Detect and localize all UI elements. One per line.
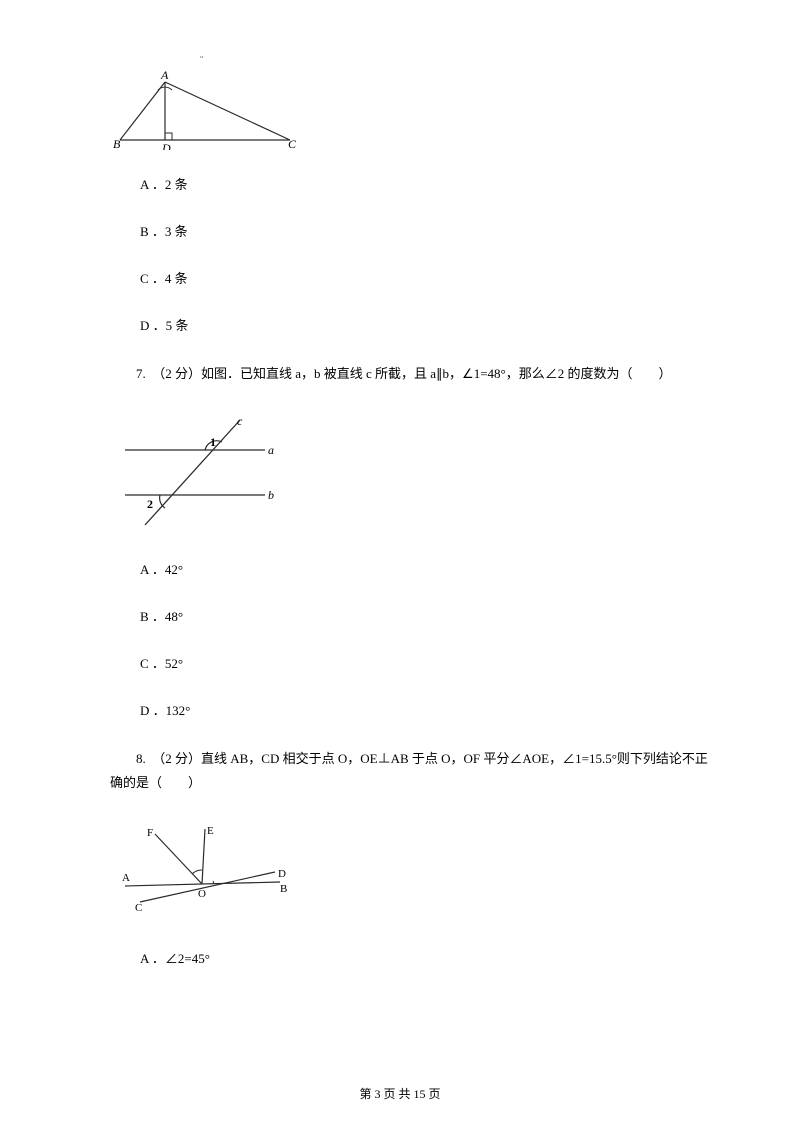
label-B: B bbox=[280, 883, 287, 895]
label-E: E bbox=[207, 825, 214, 837]
label-A: A bbox=[160, 70, 169, 82]
label-angle2: 2 bbox=[147, 497, 153, 511]
q8-text: 8. （2 分）直线 AB，CD 相交于点 O，OE⊥AB 于点 O，OF 平分… bbox=[110, 747, 720, 796]
q7-text: 7. （2 分）如图．已知直线 a，b 被直线 c 所截，且 a∥b，∠1=48… bbox=[110, 362, 720, 387]
label-F: F bbox=[147, 827, 153, 839]
label-angle1: 1 bbox=[210, 435, 216, 449]
q6-option-d: D ．5 条 bbox=[140, 315, 720, 334]
label-O: O bbox=[198, 888, 206, 900]
label-B: B bbox=[113, 137, 121, 150]
page-content: A B C D A ．2 条 B ．3 条 C ．4 条 D ．5 条 7. （… bbox=[0, 0, 800, 1035]
q6-figure: A B C D bbox=[110, 70, 720, 154]
q7-option-c: C ．52° bbox=[140, 653, 720, 672]
label-D: D bbox=[161, 141, 171, 150]
page-footer: 第 3 页 共 15 页 bbox=[0, 1085, 800, 1102]
q8-figure: A B C D E F O bbox=[110, 824, 720, 928]
q7-option-d: D ．132° bbox=[140, 700, 720, 719]
q7-option-b: B ．48° bbox=[140, 606, 720, 625]
q6-option-a: A ．2 条 bbox=[140, 174, 720, 193]
label-c: c bbox=[237, 415, 243, 428]
label-C: C bbox=[288, 137, 297, 150]
header-mark: ¨ bbox=[200, 55, 203, 66]
label-b: b bbox=[268, 488, 274, 502]
label-a: a bbox=[268, 443, 274, 457]
q7-option-a: A ．42° bbox=[140, 559, 720, 578]
q7-figure: 1 2 c a b bbox=[110, 415, 720, 539]
q6-option-b: B ．3 条 bbox=[140, 221, 720, 240]
q8-option-a: A ．∠2=45° bbox=[140, 948, 720, 967]
q6-option-c: C ．4 条 bbox=[140, 268, 720, 287]
label-A: A bbox=[122, 872, 130, 884]
label-C: C bbox=[135, 902, 142, 914]
label-D: D bbox=[278, 868, 286, 880]
